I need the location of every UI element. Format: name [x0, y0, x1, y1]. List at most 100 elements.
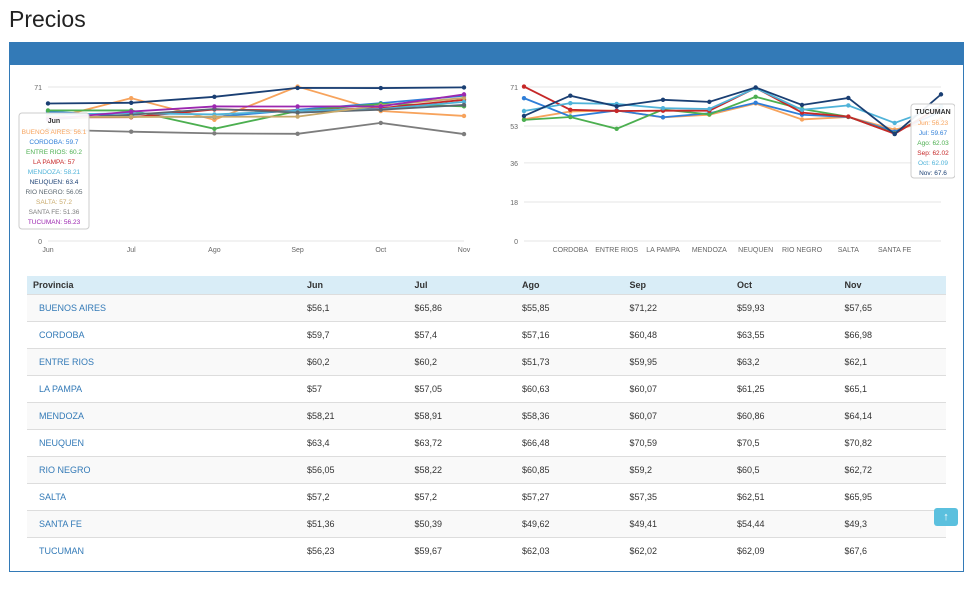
price-cell: $59,93 [731, 294, 839, 322]
data-point-sep[interactable] [568, 107, 573, 113]
data-point-jul[interactable] [753, 100, 758, 105]
data-point-ago[interactable] [753, 94, 758, 100]
y-tick-label: 36 [510, 161, 518, 168]
data-point-neuquen[interactable] [378, 85, 383, 91]
tooltip-row: SANTA FE: 51.36 [29, 209, 80, 216]
data-point-neuquen[interactable] [461, 85, 467, 90]
data-point-jul[interactable] [521, 95, 527, 101]
price-cell: $66,48 [516, 429, 624, 457]
data-point-tucuman[interactable] [295, 104, 300, 109]
data-point-oct[interactable] [568, 100, 573, 106]
data-point-salta[interactable] [129, 114, 134, 120]
tooltip-header: Jun [48, 118, 60, 125]
province-cell[interactable]: LA PAMPA [27, 375, 301, 403]
data-point-jul[interactable] [660, 115, 666, 120]
chart-by-month-svg: 0 71 Jun Jul Ago Sep Oct Nov Jun BUENOS AIRES: 56… [18, 84, 471, 254]
data-point-santa-fe[interactable] [295, 131, 300, 137]
data-point-nov[interactable] [660, 97, 666, 102]
data-point-buenos-aires[interactable] [129, 95, 134, 101]
data-point-neuquen[interactable] [45, 101, 51, 106]
data-point-santa-fe[interactable] [212, 131, 217, 136]
data-point-jun[interactable] [799, 117, 805, 122]
data-point-sep[interactable] [846, 114, 851, 119]
data-point-tucuman[interactable] [129, 109, 134, 114]
data-point-tucuman[interactable] [212, 104, 217, 109]
prices-table: Provincia Jun Jul Ago Sep Oct Nov BUENOS AIRES… [27, 276, 946, 564]
data-point-nov[interactable] [707, 99, 712, 105]
data-point-santa-fe[interactable] [378, 120, 383, 126]
data-point-sep[interactable] [521, 84, 527, 89]
chart-tooltip: TUCUMAN Jun: 56.23 Jul: 59.67 Ago: 62.03 Sep… [910, 103, 955, 179]
data-point-oct[interactable] [521, 108, 527, 114]
province-cell[interactable]: TUCUMAN [27, 537, 301, 564]
data-point-neuquen[interactable] [295, 85, 300, 91]
data-point-oct[interactable] [707, 106, 712, 112]
data-point-ago[interactable] [521, 117, 527, 123]
price-cell: $67,6 [838, 537, 946, 564]
tooltip-row: LA PAMPA: 57 [33, 159, 75, 166]
data-point-ago[interactable] [707, 112, 712, 117]
data-point-ago[interactable] [568, 114, 573, 120]
data-point-entre-rios[interactable] [45, 108, 51, 113]
data-point-rio-negro[interactable] [378, 107, 383, 112]
data-point-neuquen[interactable] [129, 100, 134, 105]
data-point-nov[interactable] [892, 131, 897, 137]
data-point-nov[interactable] [568, 93, 573, 98]
x-tick-label: RIO NEGRO [782, 247, 823, 254]
data-point-rio-negro[interactable] [295, 110, 300, 115]
province-cell[interactable]: NEUQUEN [27, 429, 301, 457]
province-cell[interactable]: BUENOS AIRES [27, 294, 301, 322]
data-point-nov[interactable] [938, 92, 944, 97]
series-line-oct [523, 87, 942, 124]
province-cell[interactable]: RIO NEGRO [27, 456, 301, 484]
data-point-rio-negro[interactable] [461, 102, 467, 108]
data-point-sep[interactable] [614, 108, 619, 114]
series-line-santa-fe [47, 122, 465, 135]
series-line-nov [523, 86, 942, 136]
x-tick-label: NEUQUEN [738, 247, 773, 254]
data-point-salta[interactable] [461, 95, 467, 101]
price-cell: $57,4 [408, 321, 516, 349]
data-point-nov[interactable] [521, 113, 527, 119]
data-point-entre-rios[interactable] [212, 126, 217, 131]
province-cell[interactable]: CORDOBA [27, 321, 301, 349]
x-tick-label: Nov [458, 247, 471, 254]
data-point-mendoza[interactable] [461, 99, 467, 105]
price-cell: $60,48 [623, 321, 731, 349]
data-point-oct[interactable] [799, 107, 805, 112]
price-cell: $60,07 [623, 375, 731, 403]
data-point-oct[interactable] [660, 105, 666, 111]
tooltip-row: Jun: 56.23 [918, 120, 949, 127]
province-cell[interactable]: ENTRE RIOS [27, 348, 301, 376]
data-point-nov[interactable] [614, 104, 619, 109]
data-point-nov[interactable] [753, 85, 758, 90]
table-row: BUENOS AIRES $56,1 $65,86 $55,85 $71,22 $59,9… [27, 294, 946, 322]
province-cell[interactable]: MENDOZA [27, 402, 301, 430]
data-point-nov[interactable] [799, 102, 805, 108]
x-tick-label: Oct [375, 247, 386, 254]
y-tick-label: 18 [510, 200, 518, 207]
data-point-oct[interactable] [892, 120, 897, 126]
data-point-buenos-aires[interactable] [461, 113, 467, 119]
data-point-salta[interactable] [212, 114, 217, 119]
data-point-oct[interactable] [846, 103, 851, 108]
tooltip-row: Oct: 62.09 [918, 160, 948, 167]
price-cell: $71,22 [623, 294, 731, 322]
x-tick-label: LA PAMPA [646, 247, 680, 254]
data-point-salta[interactable] [295, 114, 300, 119]
data-point-tucuman[interactable] [461, 92, 467, 97]
province-cell[interactable]: SALTA [27, 483, 301, 511]
data-point-nov[interactable] [846, 95, 851, 101]
price-cell: $62,09 [731, 537, 839, 564]
data-point-tucuman[interactable] [378, 104, 383, 109]
data-point-santa-fe[interactable] [461, 131, 467, 137]
price-cell: $56,1 [301, 294, 409, 322]
price-cell: $57 [301, 375, 409, 403]
scroll-top-button[interactable]: ↑ [934, 508, 958, 526]
column-header-provincia: Provincia [33, 280, 74, 290]
province-cell[interactable]: SANTA FE [27, 510, 301, 538]
data-point-ago[interactable] [614, 126, 619, 131]
data-point-santa-fe[interactable] [129, 129, 134, 134]
data-point-neuquen[interactable] [212, 94, 217, 100]
price-cell: $51,73 [516, 348, 624, 376]
